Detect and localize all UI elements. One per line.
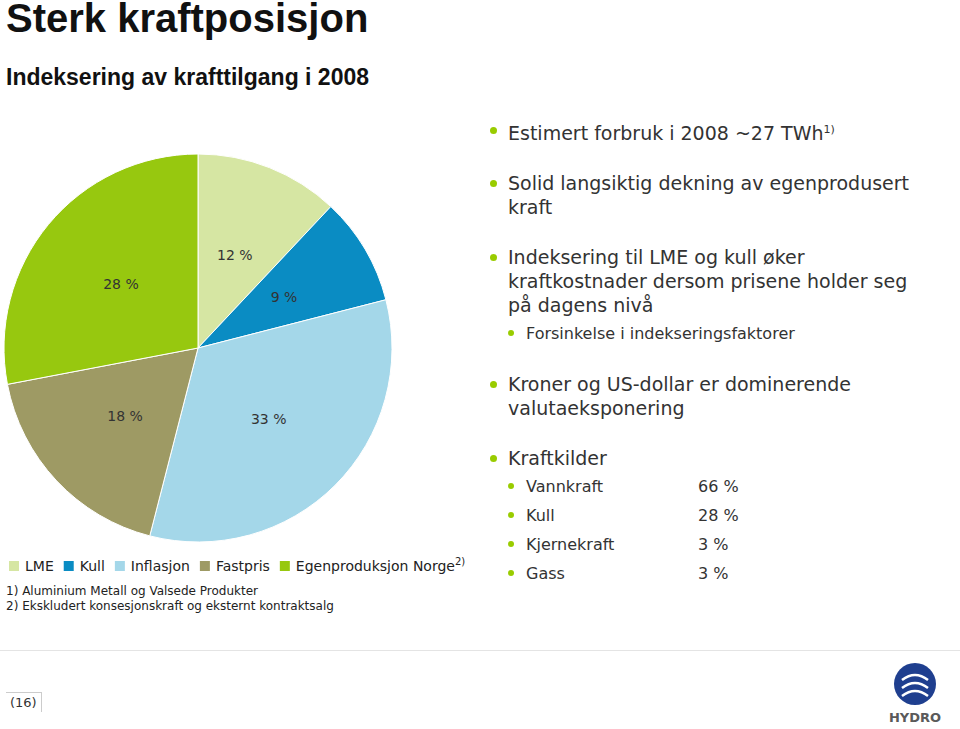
- svg-text:Egenproduksjon Norge: Egenproduksjon Norge: [296, 558, 455, 574]
- html-text:Kroner og US-dollar er dominer: Kroner og US-dollar er dominerende valut…: [508, 373, 851, 420]
- html-text:Indeksering til LME og kull øk: Indeksering til LME og kull øker kraftko…: [508, 246, 908, 317]
- svg-text:9 %: 9 %: [271, 289, 298, 305]
- html-text:3 %: 3 %: [698, 535, 729, 555]
- html-text:Kraftkilder: Kraftkilder: [508, 447, 607, 470]
- html-text:Solid langsiktig dekning av eg: Solid langsiktig dekning av egenproduser…: [508, 172, 909, 219]
- html-text:Estimert forbruk i 2008 ~27 TW: Estimert forbruk i 2008 ~27 TWh1): [508, 122, 835, 145]
- html-text:28 %: 28 %: [698, 506, 739, 526]
- html-text:Kjernekraft: Kjernekraft: [526, 535, 615, 555]
- html-text:(16): (16): [10, 695, 37, 710]
- svg-text:33 %: 33 %: [251, 411, 287, 427]
- html-text:2) Ekskludert konsesjonskraft: 2) Ekskludert konsesjonskraft og ekstern…: [6, 599, 334, 613]
- html-text:Kull: Kull: [526, 506, 555, 526]
- svg-text:Inflasjon: Inflasjon: [131, 558, 190, 574]
- svg-text:Fastpris: Fastpris: [216, 558, 270, 574]
- html-text:3 %: 3 %: [698, 564, 729, 584]
- html-text:Vannkraft: Vannkraft: [526, 477, 604, 497]
- svg-text:18 %: 18 %: [107, 408, 143, 424]
- svg-text:2): 2): [455, 556, 465, 567]
- svg-text:LME: LME: [25, 558, 54, 574]
- svg-text:28 %: 28 %: [103, 276, 139, 292]
- svg-text:Kull: Kull: [80, 558, 105, 574]
- html-text:Forsinkelse i indekseringsfakt: Forsinkelse i indekseringsfaktorer: [526, 324, 795, 344]
- svg-text:12 %: 12 %: [217, 247, 253, 263]
- html-text:Indeksering av krafttilgang i: Indeksering av krafttilgang i 2008: [6, 64, 369, 90]
- svg-text:HYDRO: HYDRO: [889, 710, 941, 725]
- html-text:1) Aluminium Metall og Valsede: 1) Aluminium Metall og Valsede Produkter: [6, 584, 258, 598]
- html-text:Gass: Gass: [526, 564, 565, 584]
- html-text:66 %: 66 %: [698, 477, 739, 497]
